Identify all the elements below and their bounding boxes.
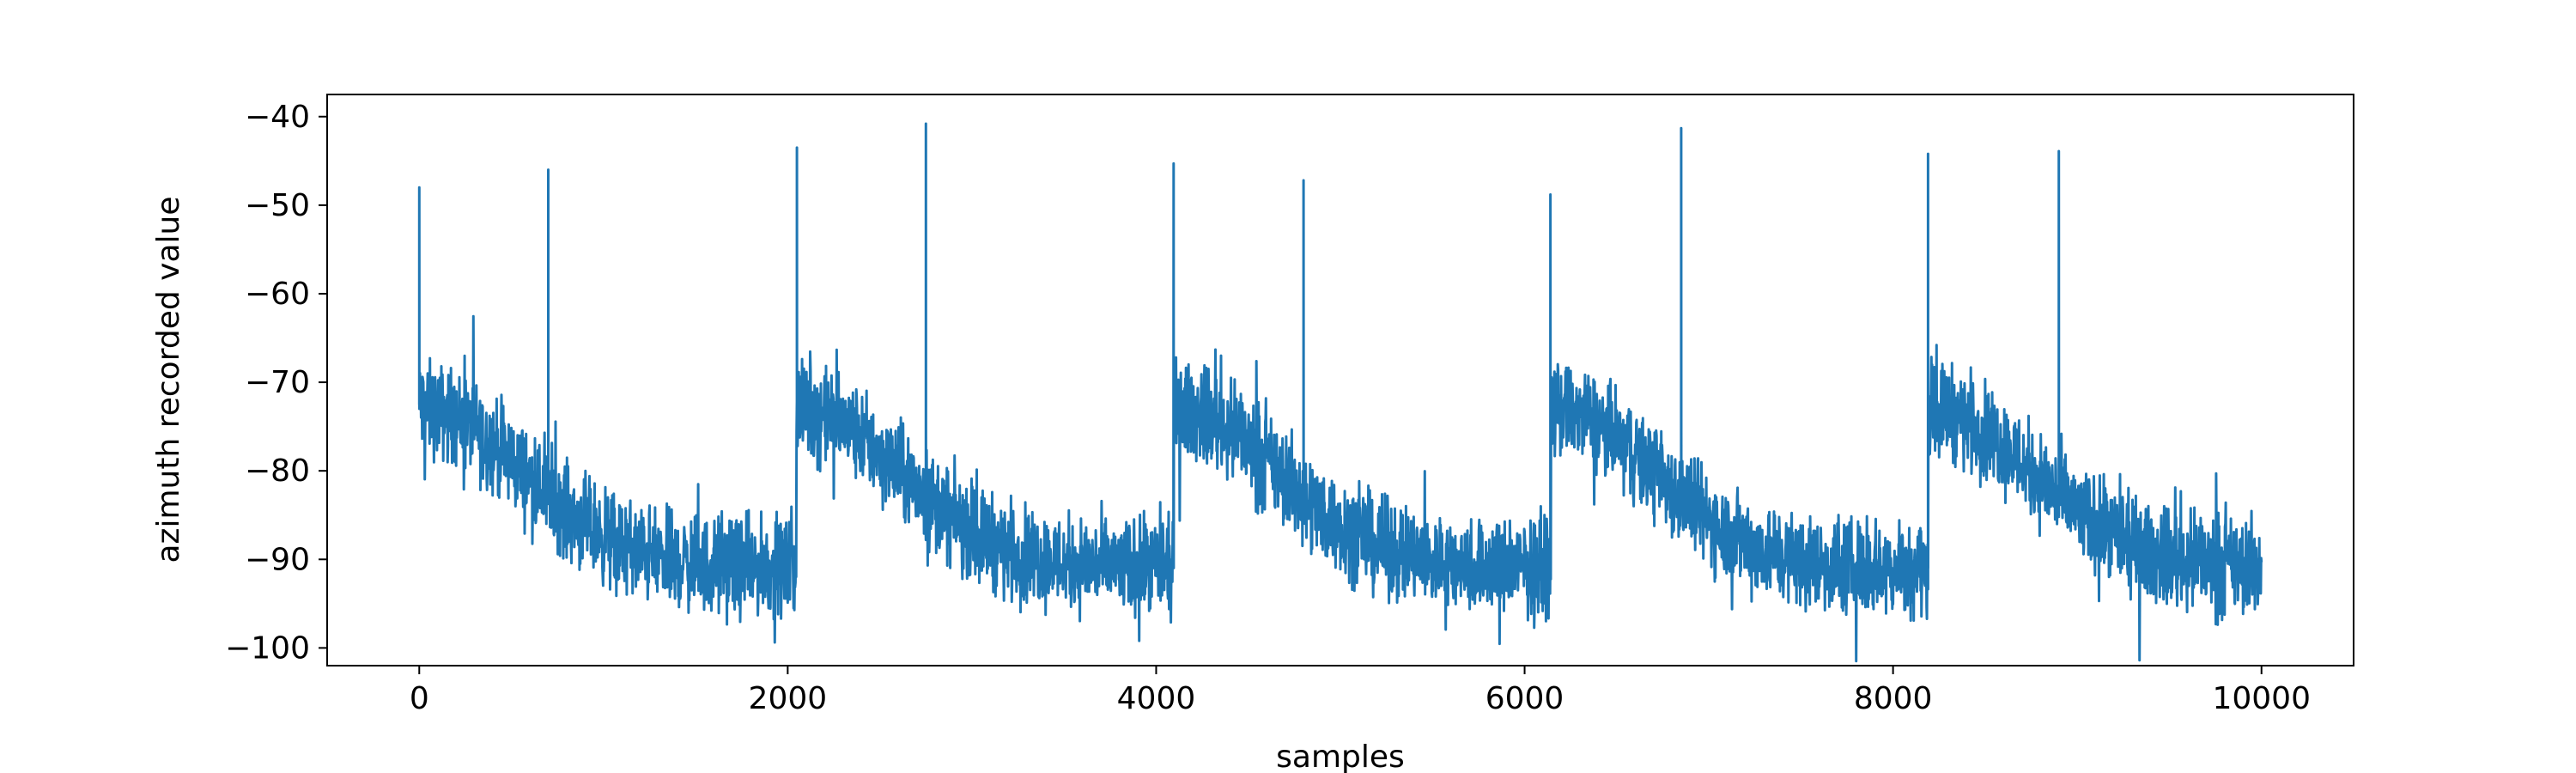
x-axis-label: samples xyxy=(1276,740,1405,773)
x-tick-label: 2000 xyxy=(749,681,828,716)
y-tick-label: −80 xyxy=(245,453,310,489)
plot-area xyxy=(327,94,2354,666)
y-tick-label: −100 xyxy=(225,630,310,666)
x-tick-label: 6000 xyxy=(1485,681,1564,716)
x-tick-label: 8000 xyxy=(1854,681,1933,716)
y-tick-label: −70 xyxy=(245,365,310,400)
plot-frame xyxy=(326,94,2354,666)
y-tick-label: −40 xyxy=(245,100,310,135)
y-tick-label: −60 xyxy=(245,277,310,312)
x-tick-label: 0 xyxy=(410,681,429,716)
y-axis-label: azimuth recorded value xyxy=(151,197,186,563)
y-tick-label: −90 xyxy=(245,542,310,577)
x-tick-label: 10000 xyxy=(2212,681,2311,716)
series-line xyxy=(417,122,2263,663)
series-layer xyxy=(417,122,2263,663)
x-axis: 0 2000 4000 6000 8000 10000 xyxy=(410,666,2311,716)
x-tick-label: 4000 xyxy=(1117,681,1196,716)
y-axis: −100 −90 −80 −70 −60 −50 −40 xyxy=(225,100,327,666)
y-tick-label: −50 xyxy=(245,188,310,223)
